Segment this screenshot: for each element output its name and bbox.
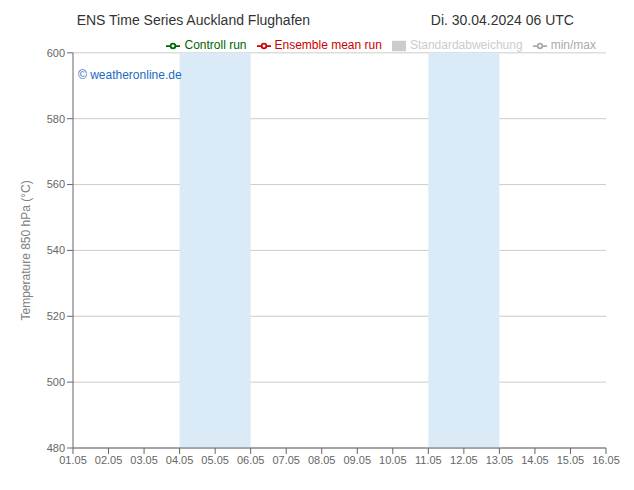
svg-text:14.05: 14.05 — [521, 454, 549, 466]
svg-text:Temperature 850 hPa (°C): Temperature 850 hPa (°C) — [19, 180, 33, 320]
svg-text:11.05: 11.05 — [415, 454, 442, 466]
svg-text:13.05: 13.05 — [486, 454, 514, 466]
svg-text:16.05: 16.05 — [592, 454, 620, 466]
svg-text:540: 540 — [47, 244, 65, 256]
svg-text:09.05: 09.05 — [344, 454, 372, 466]
svg-text:08.05: 08.05 — [308, 454, 336, 466]
html-text:Controll run: Controll run — [184, 38, 247, 52]
svg-text:06.05: 06.05 — [237, 454, 265, 466]
html-text:min/max: min/max — [550, 38, 596, 52]
svg-text:15.05: 15.05 — [557, 454, 585, 466]
svg-text:05.05: 05.05 — [201, 454, 229, 466]
html-text:© weatheronline.de: © weatheronline.de — [78, 68, 182, 82]
svg-text:10.05: 10.05 — [379, 454, 407, 466]
svg-text:04.05: 04.05 — [166, 454, 194, 466]
svg-text:03.05: 03.05 — [130, 454, 158, 466]
svg-text:520: 520 — [47, 310, 65, 322]
html-text:ENS Time Series Auckland Flugh: ENS Time Series Auckland Flughafen — [76, 12, 311, 28]
svg-text:07.05: 07.05 — [272, 454, 300, 466]
svg-text:600: 600 — [47, 47, 65, 59]
svg-text:02.05: 02.05 — [95, 454, 123, 466]
svg-text:12.05: 12.05 — [450, 454, 478, 466]
html-text:Standardabweichung: Standardabweichung — [409, 38, 523, 52]
svg-text:560: 560 — [47, 178, 65, 190]
svg-text:580: 580 — [47, 113, 65, 125]
svg-text:500: 500 — [47, 376, 65, 388]
svg-text:01.05: 01.05 — [59, 454, 87, 466]
html-text:Ensemble mean run: Ensemble mean run — [274, 38, 382, 52]
svg-text:480: 480 — [47, 442, 65, 454]
html-text:Di. 30.04.2024 06 UTC: Di. 30.04.2024 06 UTC — [430, 12, 574, 28]
